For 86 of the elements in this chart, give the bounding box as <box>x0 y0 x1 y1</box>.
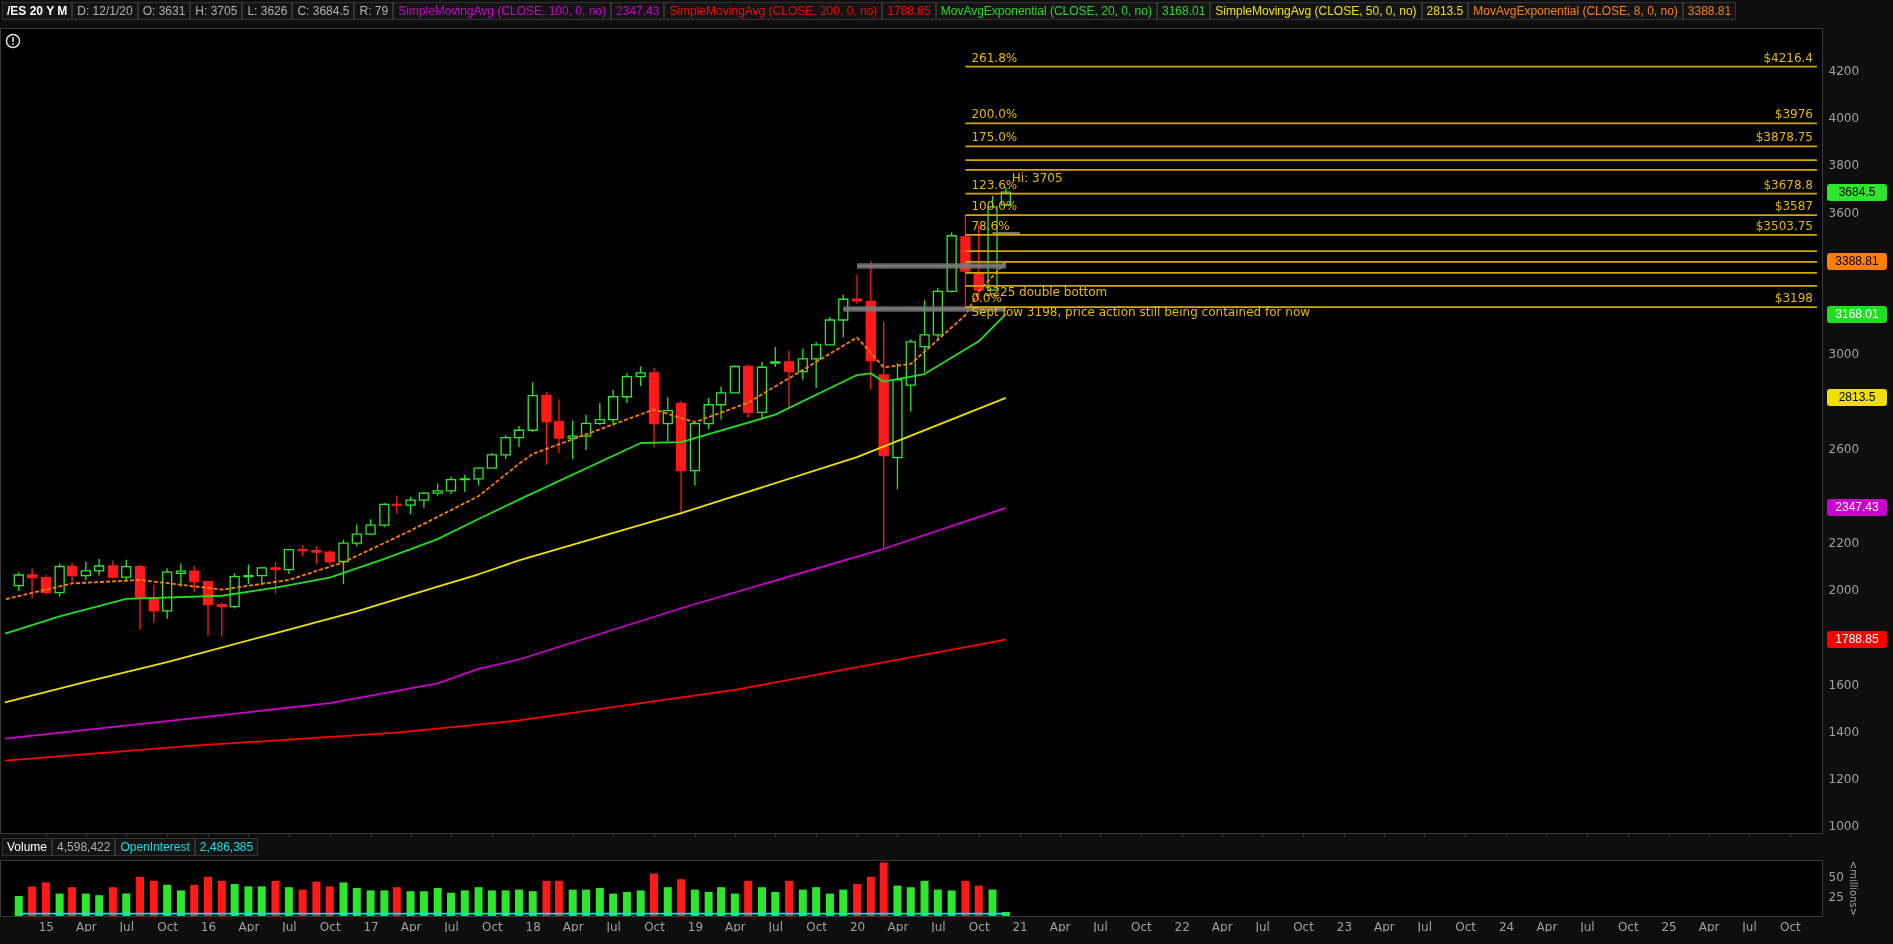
text: C: 3684.5 <box>292 2 355 20</box>
x-tick-label: Jul <box>1741 919 1757 934</box>
chart-title: /ES 20 Y M <box>2 2 73 20</box>
text: 2347.43 <box>611 2 665 20</box>
x-tick-label: Oct <box>1617 919 1639 934</box>
text: 2347.43 <box>1835 500 1879 515</box>
x-tick-label: Jul <box>767 919 784 934</box>
y-tick-label: 3800 <box>1828 158 1860 173</box>
text: 3168.01 <box>1835 306 1879 321</box>
x-tick-label: Jul <box>605 919 621 934</box>
x-tick-label: 23 <box>1336 919 1353 934</box>
y-tick-label: 25 <box>1828 889 1844 904</box>
text: 3684.5 <box>1838 184 1876 199</box>
y-tick-label: 3000 <box>1828 347 1860 362</box>
y-tick-label: 1400 <box>1828 724 1860 739</box>
text: 3388.81 <box>1682 2 1737 20</box>
text: D: 12/1/20 <box>72 2 138 20</box>
x-tick-label: Oct <box>1455 919 1477 934</box>
x-tick-label: Oct <box>482 919 504 934</box>
y-tick-label: 1200 <box>1828 772 1860 787</box>
x-tick-label: Jul <box>1254 919 1270 934</box>
y-tick-label: 1600 <box>1828 677 1860 692</box>
x-tick-label: 22 <box>1174 919 1190 934</box>
text: 1788.85 <box>882 2 936 20</box>
x-tick-label: Jul <box>443 919 459 934</box>
text: 2,486,385 <box>194 838 259 856</box>
x-tick-label: 19 <box>687 919 704 934</box>
x-tick-label: Oct <box>1131 919 1153 934</box>
x-tick-label: 20 <box>849 919 866 934</box>
x-tick-label: 16 <box>200 919 217 934</box>
text: MovAvgExponential (CLOSE, 20, 0, no) <box>935 2 1157 20</box>
x-tick-label: Jul <box>930 919 946 934</box>
text: MovAvgExponential (CLOSE, 8, 0, no) <box>1468 2 1683 20</box>
text: O: 3631 <box>137 2 191 20</box>
annotation: 200.0% <box>971 107 1018 122</box>
x-tick-label: Oct <box>806 919 828 934</box>
text: 4,598,422 <box>52 838 116 856</box>
y-tick-label: 2600 <box>1828 441 1860 456</box>
y-tick-label: 3600 <box>1828 205 1860 220</box>
x-tick-label: Oct <box>319 919 341 934</box>
text: 2813.5 <box>1421 2 1469 20</box>
x-tick-label: Oct <box>1293 919 1315 934</box>
text: 1788.85 <box>1835 632 1879 647</box>
y-tick-label: 1000 <box>1828 819 1860 834</box>
x-tick-label: 21 <box>1012 919 1028 934</box>
x-tick-label: Oct <box>157 919 179 934</box>
annotation: $3878.75 <box>1755 130 1813 145</box>
x-tick-label: Oct <box>644 919 666 934</box>
text: SimpleMovingAvg (CLOSE, 100, 0, no) <box>393 2 612 20</box>
x-tick-label: Jul <box>1092 919 1108 934</box>
x-tick-label: Oct <box>1780 919 1802 934</box>
y-tick-label: 50 <box>1828 869 1844 884</box>
annotation: $3198 <box>1774 291 1813 306</box>
y-tick-label: 2000 <box>1828 583 1860 598</box>
text: SimpleMovingAvg (CLOSE, 200, 0, no) <box>664 2 883 20</box>
text: R: 79 <box>354 2 394 20</box>
x-tick-label: 17 <box>363 919 379 934</box>
x-tick-label: 18 <box>525 919 541 934</box>
x-tick-label: Jul <box>1579 919 1595 934</box>
x-tick-label: Jul <box>281 919 297 934</box>
annotation: $3976 <box>1774 107 1813 122</box>
x-tick-label: Oct <box>968 919 990 934</box>
text: 3388.81 <box>1835 254 1879 269</box>
x-tick-label: 25 <box>1661 919 1677 934</box>
text: SimpleMovingAvg (CLOSE, 50, 0, no) <box>1210 2 1422 20</box>
text: 3168.01 <box>1156 2 1211 20</box>
annotation: $3678.8 <box>1763 177 1813 192</box>
x-tick-label: Jul <box>118 919 135 934</box>
y-axis-title: <millions> <box>1847 860 1859 917</box>
x-tick-label: 24 <box>1498 919 1515 934</box>
annotation: 261.8% <box>971 50 1018 65</box>
x-tick-label: 15 <box>38 919 55 934</box>
annotation: $3503.75 <box>1755 218 1813 233</box>
text: 2813.5 <box>1838 390 1876 405</box>
annotation: Sept low 3198, price action still being contained for now <box>971 304 1311 319</box>
text: Volume <box>2 838 53 856</box>
x-tick-label: Jul <box>1416 919 1433 934</box>
y-tick-label: 4000 <box>1828 111 1860 126</box>
annotation: $4216.4 <box>1763 50 1813 65</box>
annotation: 175.0% <box>971 130 1018 145</box>
text: L: 3626 <box>242 2 293 20</box>
y-tick-label: 2200 <box>1828 536 1860 551</box>
y-tick-label: 4200 <box>1828 63 1860 78</box>
annotation: $3587 <box>1774 199 1813 214</box>
text: OpenInterest <box>115 838 195 856</box>
text: H: 3705 <box>190 2 243 20</box>
